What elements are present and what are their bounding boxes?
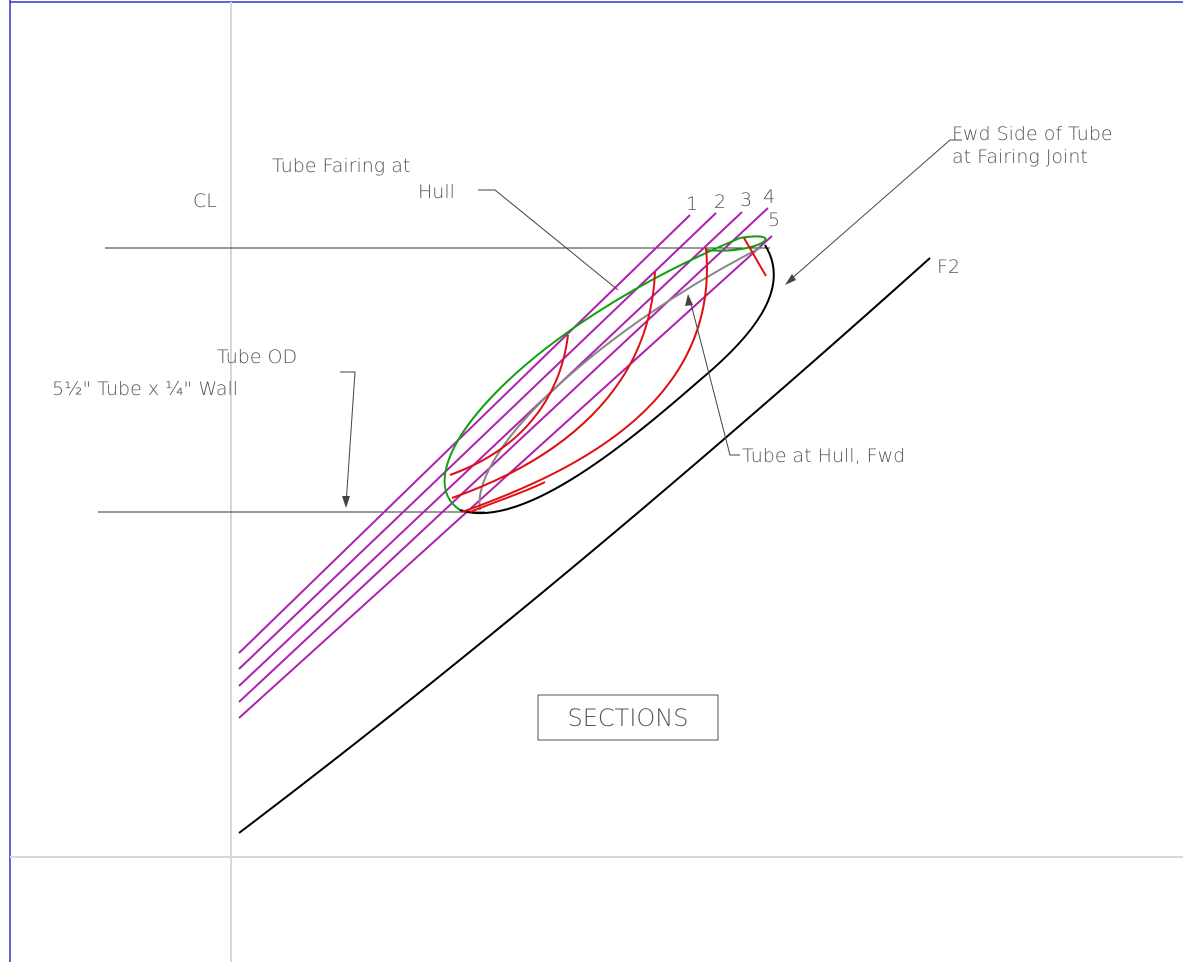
section-number: 2 <box>714 191 726 213</box>
section-line <box>238 235 773 719</box>
section-line <box>238 211 743 687</box>
section-line <box>238 207 769 703</box>
section-curve <box>451 271 656 499</box>
section-number: 1 <box>686 193 698 215</box>
sections-box <box>537 694 719 741</box>
leader <box>789 139 962 281</box>
tube-curve <box>478 247 761 511</box>
section-lines <box>238 207 773 719</box>
arrowhead <box>785 274 796 285</box>
label: Tube at Hull, Fwd <box>742 445 905 467</box>
label: Fwd Side of Tube <box>952 123 1113 145</box>
section-number: 3 <box>740 189 752 211</box>
label: at Fairing Joint <box>952 146 1088 168</box>
label: F2 <box>937 256 960 278</box>
leader <box>478 189 619 291</box>
arrowhead <box>342 496 350 508</box>
section-number: 5 <box>768 209 780 231</box>
section-curve <box>449 334 569 476</box>
fairing-curve <box>443 235 767 511</box>
leader <box>340 371 356 506</box>
leader <box>689 299 740 456</box>
section-curve <box>461 247 708 513</box>
sections-title: SECTIONS <box>568 704 689 732</box>
section-line <box>238 214 691 654</box>
label: Tube Fairing at <box>272 155 410 177</box>
label: 5½" Tube x ¼" Wall <box>52 378 238 400</box>
arrowhead <box>685 294 693 306</box>
frame-line <box>238 257 931 834</box>
section-curves <box>449 237 767 513</box>
section-line <box>238 212 717 670</box>
section-curve <box>743 237 767 277</box>
section-curve <box>469 481 546 513</box>
section-number: 4 <box>763 186 775 208</box>
label: Tube OD <box>217 346 297 368</box>
arrowheads <box>342 274 796 508</box>
label: Hull <box>418 181 455 203</box>
label: CL <box>193 190 217 212</box>
hull-curve <box>459 244 775 515</box>
leaders <box>340 139 962 506</box>
